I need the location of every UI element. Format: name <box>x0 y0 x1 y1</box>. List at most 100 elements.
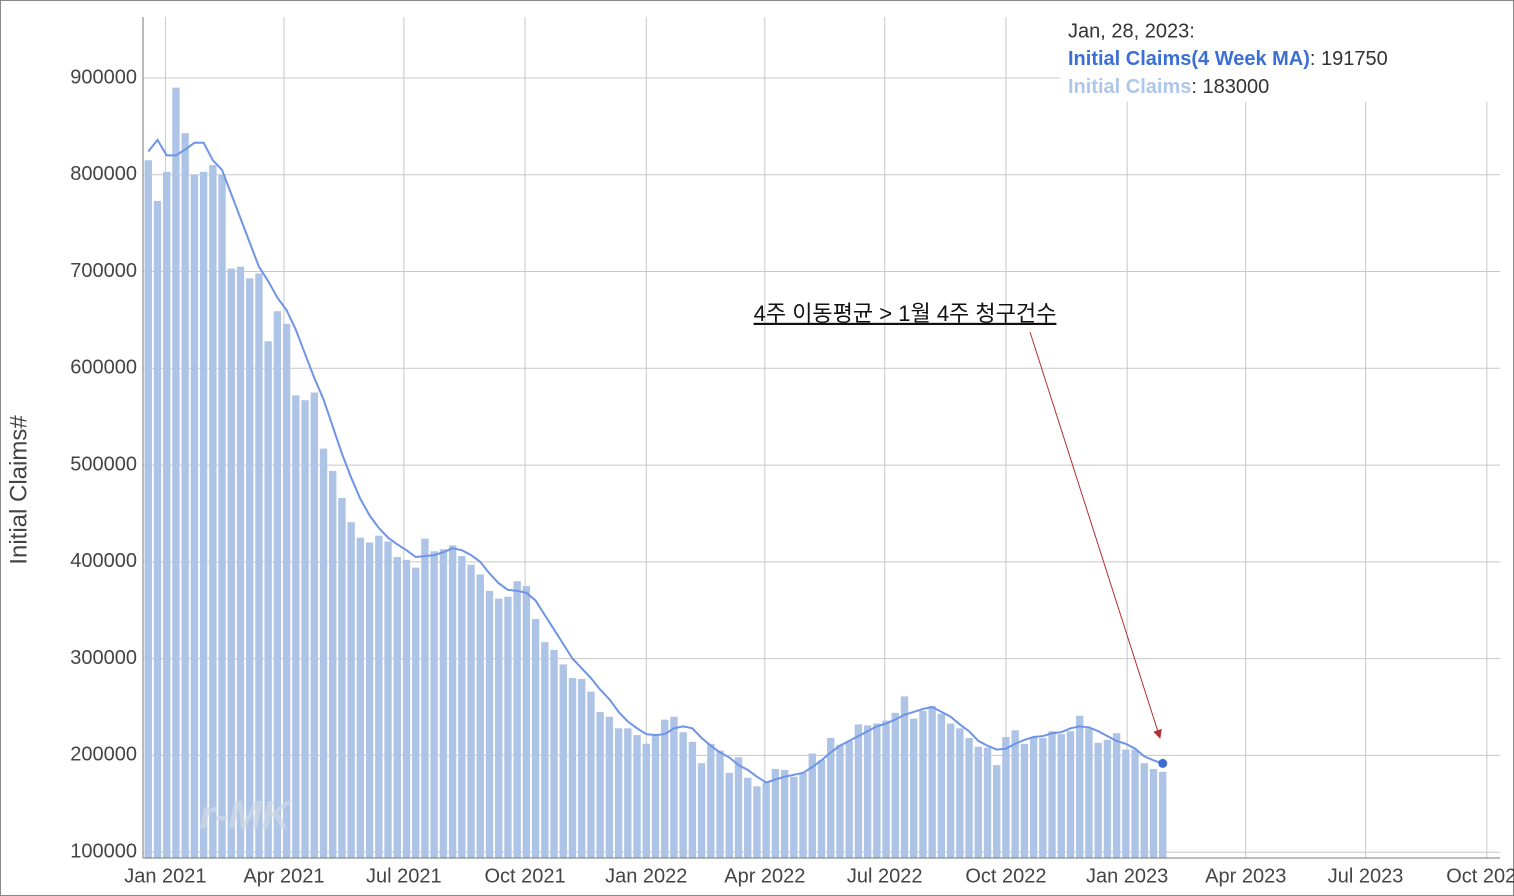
tooltip-date: Jan, 28, 2023: <box>1068 20 1195 42</box>
bar <box>1131 749 1139 858</box>
bar <box>882 720 890 858</box>
x-tick-label: Jan 2021 <box>124 865 206 887</box>
bar <box>633 735 641 858</box>
tooltip-box <box>1060 14 1500 102</box>
bar <box>209 165 217 858</box>
highlight-point <box>1158 758 1168 768</box>
bar <box>439 549 448 858</box>
tooltip-row: Initial Claims(4 Week MA): 191750 <box>1068 48 1388 70</box>
bar <box>264 341 272 858</box>
bar <box>347 522 355 858</box>
y-tick-label: 100000 <box>70 840 137 862</box>
bar <box>458 556 466 858</box>
bar <box>790 776 798 858</box>
y-tick-label: 400000 <box>70 550 137 572</box>
bar <box>467 564 475 858</box>
bar <box>1039 737 1047 858</box>
x-tick-label: Oct 2022 <box>965 865 1046 887</box>
bar <box>707 743 715 858</box>
bar <box>642 743 650 858</box>
bar <box>596 711 604 858</box>
bar <box>808 753 816 858</box>
bar <box>236 266 245 858</box>
annotation: 4주 이동평균 > 1월 4주 청구건수 <box>754 301 1057 326</box>
x-tick-label: Jul 2021 <box>366 865 442 887</box>
bar <box>697 763 706 858</box>
y-tick-label: 600000 <box>70 357 137 379</box>
bar <box>375 535 383 858</box>
bar <box>688 741 697 858</box>
bar <box>329 470 337 858</box>
legend-entry: Initial Claims(4 Week MA) <box>1068 48 1310 70</box>
bar <box>144 160 152 858</box>
bar <box>301 400 309 858</box>
bar <box>402 559 411 858</box>
bar <box>900 696 909 858</box>
y-tick-label: 300000 <box>70 647 137 669</box>
bar <box>485 590 494 858</box>
bar <box>762 782 770 858</box>
bar <box>965 737 973 858</box>
bar <box>744 777 752 858</box>
bar <box>679 732 687 858</box>
bar <box>246 278 254 858</box>
bar <box>974 746 982 858</box>
bar <box>218 174 226 858</box>
bar <box>1020 743 1029 858</box>
plot <box>144 87 1168 859</box>
bar <box>753 786 761 858</box>
bar <box>550 649 558 858</box>
bar <box>956 728 964 858</box>
bar <box>1140 763 1148 858</box>
bar <box>476 574 484 858</box>
bar <box>919 710 927 858</box>
bar <box>1002 737 1010 858</box>
bar <box>771 768 780 858</box>
bar <box>541 642 549 858</box>
watermark: r-MK <box>199 794 293 838</box>
bar <box>854 724 863 858</box>
bar <box>863 725 872 858</box>
y-tick-label: 200000 <box>70 744 137 766</box>
bar <box>1103 739 1112 858</box>
bar <box>946 723 955 858</box>
bar <box>365 542 374 858</box>
x-tick-label: Jul 2023 <box>1328 865 1404 887</box>
bar <box>292 395 300 858</box>
bar <box>993 765 1001 858</box>
x-tick-label: Jan 2022 <box>605 865 687 887</box>
y-tick-label: 700000 <box>70 260 137 282</box>
bar <box>827 737 835 858</box>
bar <box>734 757 743 858</box>
x-tick-label: Apr 2022 <box>724 865 805 887</box>
bar <box>836 744 844 858</box>
bar <box>1159 771 1167 858</box>
bar <box>153 200 162 858</box>
bar <box>282 323 291 858</box>
bar <box>716 750 724 858</box>
x-tick-label: Apr 2021 <box>243 865 324 887</box>
bar <box>559 664 567 858</box>
bar <box>504 596 512 858</box>
bar <box>495 598 503 858</box>
x-tick-label: Apr 2023 <box>1205 865 1286 887</box>
x-tick-label: Jul 2022 <box>847 865 923 887</box>
bar <box>983 747 992 858</box>
legend-entry: Initial Claims <box>1068 76 1191 98</box>
bar <box>1149 768 1158 858</box>
bar <box>227 268 235 858</box>
bar <box>356 537 365 858</box>
bar <box>568 677 577 858</box>
bar <box>513 581 521 858</box>
bar <box>817 760 826 858</box>
tooltip-value: 183000 <box>1203 76 1270 98</box>
tooltip-row: Initial Claims: 183000 <box>1068 76 1269 98</box>
bar <box>1066 731 1075 858</box>
bar <box>725 772 733 858</box>
line <box>147 138 1164 784</box>
bar <box>1057 734 1065 858</box>
bar <box>1112 733 1121 858</box>
bar <box>1085 728 1093 858</box>
bar <box>799 772 807 858</box>
